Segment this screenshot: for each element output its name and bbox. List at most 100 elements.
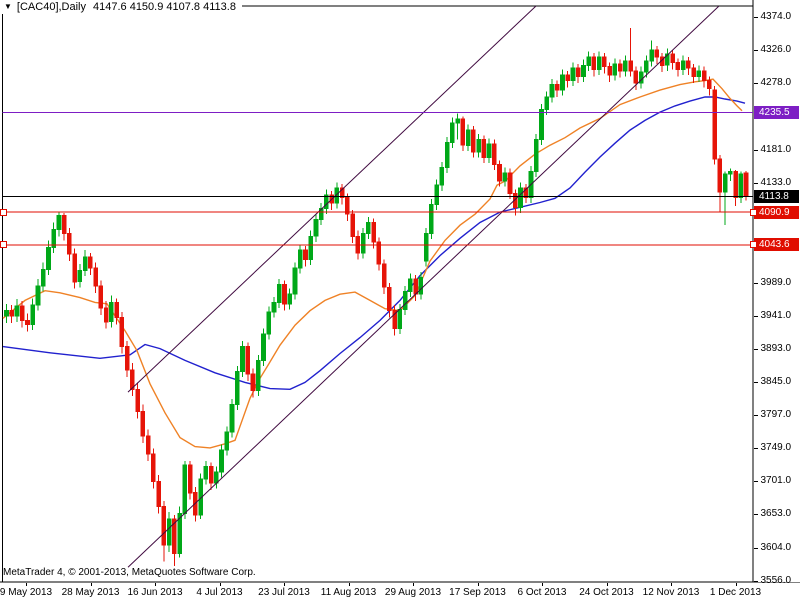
candle-body bbox=[203, 466, 209, 480]
candle-body bbox=[345, 197, 350, 215]
candle-body bbox=[497, 164, 502, 182]
time-tick-label: 24 Oct 2013 bbox=[579, 586, 634, 598]
candle-body bbox=[686, 60, 691, 69]
price-tick-mark bbox=[754, 183, 758, 185]
candle-body bbox=[266, 311, 271, 335]
price-tick-label: 3653.0 bbox=[760, 508, 792, 520]
candle-body bbox=[109, 301, 114, 323]
candle-body bbox=[72, 253, 78, 283]
price-tick-mark bbox=[754, 381, 758, 383]
ma-line-blue[interactable] bbox=[2, 96, 746, 391]
candle-body bbox=[665, 53, 670, 66]
time-tick-mark bbox=[413, 583, 414, 586]
candles bbox=[4, 28, 749, 566]
candle-body bbox=[402, 290, 408, 310]
chart-symbol-period: [CAC40],Daily bbox=[16, 1, 86, 13]
chart-title-bar: ▼ [CAC40],Daily 4147.6 4150.9 4107.8 4113.… bbox=[2, 0, 242, 14]
time-tick-label: 16 Jun 2013 bbox=[127, 586, 183, 598]
price-tick-mark bbox=[754, 83, 758, 85]
candle-body bbox=[743, 172, 749, 197]
candle-body bbox=[25, 319, 30, 325]
price-tick-mark bbox=[754, 50, 758, 52]
line-handle-left[interactable] bbox=[0, 208, 7, 216]
candle-body bbox=[486, 143, 492, 159]
price-tick-label: 4374.0 bbox=[760, 11, 792, 22]
candle-body bbox=[465, 129, 471, 146]
candle-body bbox=[518, 187, 523, 208]
price-label-box: 4113.8 bbox=[754, 189, 799, 203]
candle-body bbox=[151, 453, 156, 483]
candle-body bbox=[4, 310, 9, 317]
candle-body bbox=[51, 228, 57, 248]
candle-body bbox=[575, 67, 581, 77]
candle-body bbox=[287, 293, 292, 305]
candle-body bbox=[376, 241, 382, 265]
ma-line-orange[interactable] bbox=[2, 78, 743, 449]
candle-body bbox=[675, 62, 681, 70]
candle-body bbox=[397, 308, 403, 330]
line-handle-left[interactable] bbox=[0, 241, 7, 249]
price-tick-mark bbox=[754, 514, 758, 516]
candle-body bbox=[240, 346, 245, 372]
candle-body bbox=[471, 129, 476, 153]
candle-body bbox=[513, 193, 518, 208]
candle-body bbox=[523, 187, 529, 199]
candle-body bbox=[460, 118, 466, 146]
candle-body bbox=[67, 233, 72, 255]
price-tick-label: 4278.0 bbox=[760, 77, 792, 89]
candle-body bbox=[161, 506, 167, 546]
candle-body bbox=[392, 310, 397, 330]
candle-body bbox=[219, 449, 224, 473]
chart-dropdown-arrow-icon[interactable]: ▼ bbox=[4, 2, 12, 11]
candle-body bbox=[617, 63, 623, 72]
candle-body bbox=[98, 285, 104, 309]
time-tick-label: 28 May 2013 bbox=[61, 586, 120, 598]
time-tick-mark bbox=[284, 583, 285, 586]
candle-body bbox=[581, 64, 586, 77]
candle-body bbox=[507, 172, 513, 195]
time-tick-label: 23 Jul 2013 bbox=[258, 586, 310, 598]
candle-body bbox=[261, 333, 266, 361]
candle-body bbox=[722, 173, 728, 193]
candle-body bbox=[214, 471, 219, 484]
candle-body bbox=[208, 466, 214, 484]
candle-body bbox=[276, 284, 282, 303]
candle-body bbox=[61, 215, 67, 235]
line-handle-right[interactable] bbox=[750, 241, 757, 249]
candle-body bbox=[439, 166, 445, 186]
candle-body bbox=[46, 246, 51, 270]
candle-body bbox=[308, 235, 313, 261]
candle-body bbox=[235, 370, 240, 405]
candle-body bbox=[282, 284, 287, 305]
time-tick-label: 1 Dec 2013 bbox=[709, 586, 762, 598]
candle-body bbox=[156, 481, 161, 508]
price-label-box: 4043.6 bbox=[754, 238, 799, 252]
price-axis[interactable]: 4374.0 4326.0 4278.0 4181.0 4133.0 3989.0 3941… bbox=[753, 0, 800, 586]
candle-body bbox=[413, 278, 418, 295]
chart-ohlc-values: 4147.6 4150.9 4107.8 4113.8 bbox=[93, 1, 236, 13]
price-tick-mark bbox=[754, 414, 758, 416]
candle-body bbox=[140, 410, 146, 437]
price-tick-label: 3701.0 bbox=[760, 475, 792, 486]
channel-line-upper[interactable] bbox=[127, 6, 537, 393]
candle-body bbox=[670, 53, 675, 64]
candle-body bbox=[366, 222, 371, 234]
candle-body bbox=[292, 267, 298, 295]
candle-body bbox=[434, 184, 439, 205]
price-tick-label: 3845.0 bbox=[760, 375, 792, 387]
candle-body bbox=[444, 142, 450, 168]
time-tick-label: 11 Aug 2013 bbox=[320, 586, 377, 598]
candle-body bbox=[324, 194, 329, 210]
line-handle-right[interactable] bbox=[750, 208, 757, 216]
time-tick-label: 9 May 2013 bbox=[0, 586, 53, 598]
time-axis[interactable]: 9 May 2013 28 May 2013 16 Jun 2013 4 Jul 20… bbox=[0, 582, 800, 600]
time-tick-label: 4 Jul 2013 bbox=[196, 586, 243, 598]
candle-body bbox=[591, 56, 597, 70]
candle-body bbox=[586, 56, 592, 66]
candle-body bbox=[539, 108, 544, 141]
candle-body bbox=[680, 60, 686, 70]
channel-line-lower[interactable] bbox=[127, 6, 720, 568]
price-tick-mark bbox=[754, 315, 758, 317]
candle-body bbox=[103, 307, 109, 323]
